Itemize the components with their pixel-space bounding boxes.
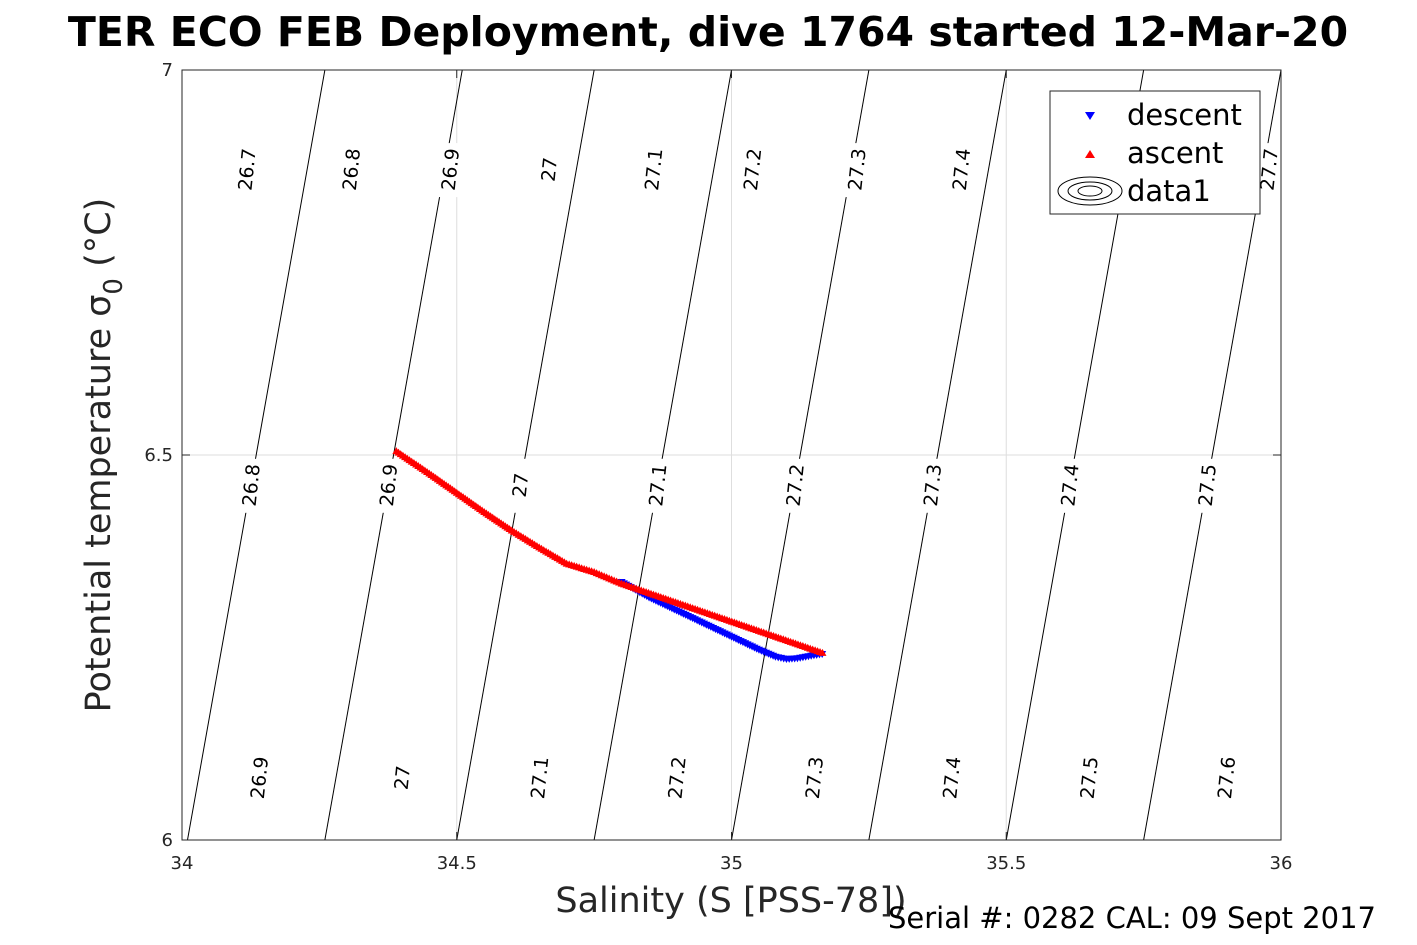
contour-label: 27.7 (1257, 147, 1283, 191)
x-tick-label: 34.5 (437, 853, 477, 874)
contour-label: 27.5 (1077, 756, 1103, 800)
contour-label-bg (740, 143, 765, 198)
contour-label: 27 (538, 156, 562, 182)
contour-label-bg (939, 751, 964, 806)
isopycnal-line (868, 70, 1007, 840)
contour-label: 26.8 (109, 756, 135, 800)
y-tick-label: 6 (162, 830, 173, 851)
contour-label: 27.6 (1332, 463, 1358, 507)
contour-label: 26.9 (376, 463, 402, 507)
legend-marker-ascent (1085, 150, 1095, 158)
contour-label: 27.8 (1361, 147, 1387, 191)
contour-label-bg (437, 143, 462, 198)
contour-label: 27.4 (939, 756, 965, 800)
contour-label-bg (246, 751, 271, 806)
contour-label-bg (641, 143, 666, 198)
contour-label-bg (376, 458, 401, 513)
contour-label-bg (527, 751, 552, 806)
contour-label: 27.7 (1351, 756, 1377, 800)
isopycnal-line (593, 70, 732, 840)
y-axis-label-unit: (°C) (79, 198, 119, 278)
chart-title: TER ECO FEB Deployment, dive 1764 starte… (68, 8, 1348, 56)
contour-label-bg (664, 751, 689, 806)
x-tick-label: 35.5 (986, 853, 1026, 874)
contour-label-bg (1256, 143, 1281, 198)
legend-marker-descent (1085, 112, 1095, 120)
contour-label-bg (389, 751, 414, 806)
x-axis-label: Salinity (S [PSS-78]) (555, 881, 906, 921)
contour-label-bg (507, 458, 532, 513)
contour-label: 27.5 (1195, 463, 1221, 507)
contour-label-bg (645, 458, 670, 513)
contour-label-bg (1057, 458, 1082, 513)
isopycnal-line (456, 70, 595, 840)
contour-label-bg (1361, 143, 1385, 197)
contour-label-bg (1214, 751, 1239, 806)
contour-label-bg (844, 143, 869, 198)
contour-label: 27.4 (949, 147, 975, 191)
contour-label: 27.2 (740, 147, 766, 191)
isopycnal-line (324, 70, 463, 840)
contour-label: 27.1 (645, 463, 671, 507)
contour-label: 27.6 (1214, 756, 1240, 800)
contour-label-bg (948, 143, 973, 198)
legend-box (1049, 90, 1261, 215)
contour-label: 27 (509, 472, 533, 498)
x-tick-label: 34 (171, 853, 194, 874)
serial-cal-footer: Serial #: 0282 CAL: 09 Sept 2017 (888, 901, 1376, 935)
legend-label-descent: descent (1127, 98, 1242, 132)
isopycnal-line (187, 70, 326, 840)
contour-label-bg (234, 143, 259, 198)
contour-label: 27.1 (527, 756, 553, 800)
axis-ticks: 34 34.5 35 35.5 36 6 6.5 7 (144, 60, 1292, 874)
data-point-ascent (818, 648, 827, 656)
contour-label: 27.4 (1057, 463, 1083, 507)
contour-label: 26.8 (239, 463, 265, 507)
y-axis-label-subscript: 0 (99, 278, 129, 295)
legend-label-ascent: ascent (1127, 136, 1223, 170)
data-points (392, 447, 827, 664)
contour-label-bg (110, 751, 134, 805)
contour-label-bg (536, 143, 561, 198)
contour-label: 27.2 (664, 756, 690, 800)
contour-label: 27.3 (802, 756, 828, 800)
contour-label-bg (1194, 458, 1219, 513)
isopycnal-line (1280, 837, 1281, 840)
x-tick-label: 36 (1270, 853, 1293, 874)
contour-label-bg (338, 143, 363, 198)
contour-label-bg (1076, 751, 1101, 806)
contour-label: 27.3 (844, 147, 870, 191)
contour-label-bg (782, 458, 807, 513)
contour-label: 27.3 (920, 463, 946, 507)
legend: descent ascent data1 (1049, 90, 1261, 215)
contour-label-bg (920, 458, 945, 513)
contour-label: 26.7 (234, 147, 260, 191)
legend-label-data1: data1 (1127, 174, 1211, 208)
contour-label: 26.9 (438, 147, 464, 191)
isopycnal-line (731, 70, 870, 840)
x-tick-label: 35 (720, 853, 743, 874)
contour-label-bg (238, 458, 263, 513)
contour-label-bg (1351, 751, 1375, 805)
contour-label: 27.2 (783, 463, 809, 507)
grid-lines (182, 70, 1281, 840)
y-axis-label-main: Potential temperature σ (79, 295, 119, 713)
contour-label-bg (801, 751, 826, 806)
contour-label: 26.9 (247, 756, 273, 800)
contour-label: 27 (391, 765, 415, 791)
y-axis-label: Potential temperature σ0 (°C) (79, 198, 129, 713)
contour-label: 26.8 (339, 147, 365, 191)
contour-label-bg (1332, 459, 1356, 513)
legend-marker-data1 (1057, 176, 1123, 206)
y-tick-label: 7 (162, 60, 173, 81)
y-tick-label: 6.5 (144, 445, 173, 466)
contour-label: 27.1 (641, 147, 667, 191)
